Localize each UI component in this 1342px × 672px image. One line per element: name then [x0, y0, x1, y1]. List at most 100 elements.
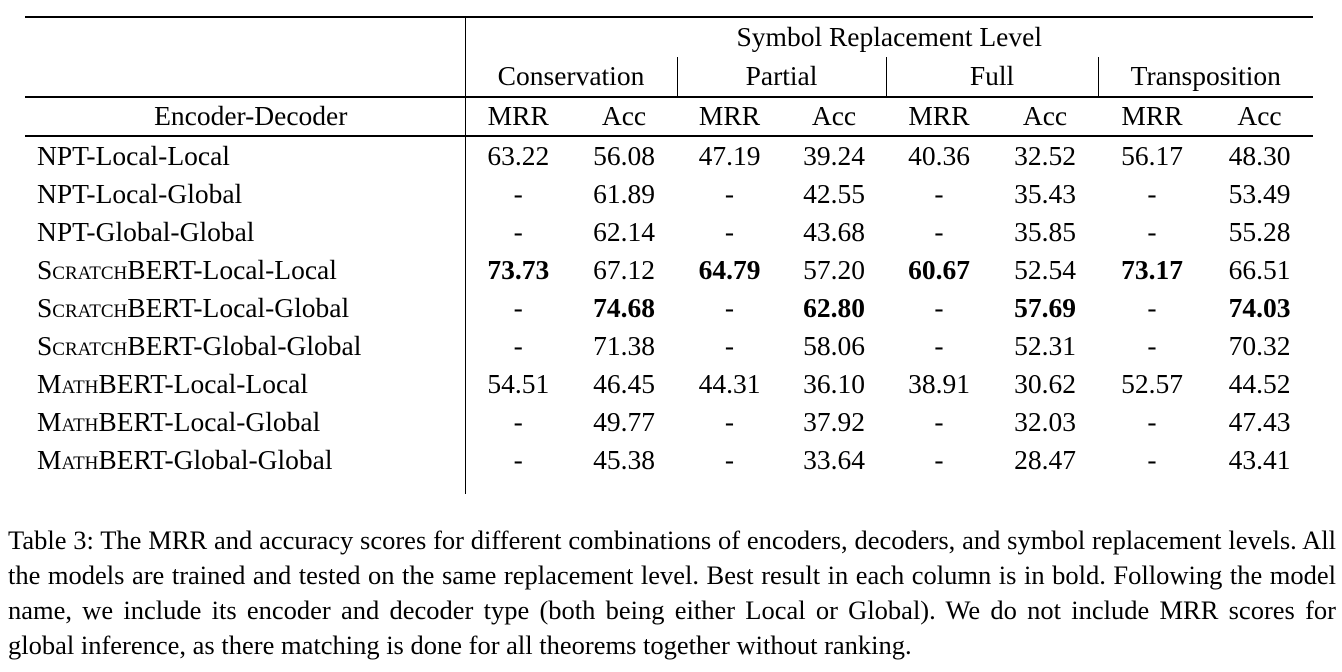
model-name-rest: BERT-Local-Global — [127, 291, 350, 323]
score-cell: 47.43 — [1228, 405, 1291, 437]
table-body: NPT-Local-Local 63.22 56.08 47.19 39.24 40.3… — [25, 136, 1313, 494]
score-cell: 61.89 — [593, 177, 655, 209]
model-name-rest: NPT-Global-Global — [37, 215, 255, 247]
score-cell: 43.68 — [803, 215, 865, 247]
score-cell: 74.68 — [593, 291, 655, 323]
score-cell: 32.03 — [1014, 405, 1076, 437]
score-cell: - — [513, 443, 523, 475]
model-name-smallcaps: Scratch — [37, 253, 128, 285]
group-header-transposition: Transposition — [1097, 57, 1313, 97]
column-header-row: Encoder-Decoder MRR Acc MRR Acc MRR Acc … — [25, 96, 1313, 137]
table-row: MathBERT-Global-Global - 45.38 - 33.64 - 28.4… — [25, 441, 1313, 494]
model-name-cell: MathBERT-Global-Global — [25, 441, 466, 494]
score-cell: - — [1147, 177, 1157, 209]
score-cell: 44.31 — [698, 367, 761, 399]
score-cell: - — [724, 405, 735, 437]
model-name-smallcaps: Math — [37, 367, 99, 399]
score-cell: 35.43 — [1014, 177, 1076, 209]
group-header-full: Full — [885, 57, 1098, 97]
score-cell: 58.06 — [803, 329, 865, 361]
score-cell: - — [724, 177, 735, 209]
score-cell: - — [513, 329, 523, 361]
score-cell: 46.45 — [593, 367, 655, 399]
score-cell: 44.52 — [1228, 367, 1291, 399]
score-cell: - — [513, 291, 523, 323]
score-cell: - — [724, 329, 735, 361]
metric-header-mrr: MRR — [886, 96, 992, 137]
row-header-label: Encoder-Decoder — [25, 96, 466, 137]
model-name-cell: ScratchBERT-Local-Local — [25, 251, 466, 289]
metric-header-acc: Acc — [992, 96, 1098, 137]
score-cell: 32.52 — [1014, 139, 1076, 171]
corner-cell — [25, 17, 466, 57]
metric-header-acc: Acc — [1206, 96, 1313, 137]
score-cell: - — [934, 405, 944, 437]
score-cell: - — [1147, 329, 1157, 361]
score-cell: 71.38 — [593, 329, 655, 361]
table-row: ScratchBERT-Local-Local 73.73 67.12 64.79 5… — [25, 251, 1313, 289]
score-cell: 62.80 — [803, 291, 865, 323]
table-row: MathBERT-Local-Local 54.51 46.45 44.31 36.1… — [25, 365, 1313, 403]
score-cell: 73.17 — [1121, 253, 1183, 285]
table-row: NPT-Local-Global - 61.89 - 42.55 - 35.43 - 53.4… — [25, 175, 1313, 213]
score-cell: 47.19 — [698, 139, 761, 171]
table-row: NPT-Global-Global - 62.14 - 43.68 - 35.85 - 55.… — [25, 213, 1313, 251]
model-name-cell: NPT-Global-Global — [25, 213, 466, 251]
score-cell: - — [934, 177, 944, 209]
model-name-rest: BERT-Local-Local — [127, 253, 337, 285]
table-row: ScratchBERT-Global-Global - 71.38 - 58.06 - 5… — [25, 327, 1313, 365]
score-cell: - — [1147, 291, 1157, 323]
table-row: NPT-Local-Local 63.22 56.08 47.19 39.24 40.3… — [25, 136, 1313, 175]
score-cell: 55.28 — [1228, 215, 1291, 247]
paper-page: Symbol Replacement Level Conservation Pa… — [0, 16, 1342, 672]
score-cell: 70.32 — [1228, 329, 1291, 361]
model-name-rest: BERT-Global-Global — [98, 443, 333, 475]
model-name-cell: NPT-Local-Global — [25, 175, 466, 213]
score-cell: - — [1147, 443, 1157, 475]
score-cell: - — [1147, 215, 1157, 247]
score-cell: 64.79 — [698, 253, 761, 285]
score-cell: - — [934, 443, 944, 475]
model-name-rest: NPT-Local-Global — [37, 177, 243, 209]
model-name-cell: ScratchBERT-Global-Global — [25, 327, 466, 365]
score-cell: 52.54 — [1014, 253, 1076, 285]
score-cell: - — [513, 405, 523, 437]
score-cell: 45.38 — [593, 443, 655, 475]
model-name-smallcaps: Scratch — [37, 291, 128, 323]
model-name-rest: NPT-Local-Local — [37, 139, 230, 171]
score-cell: 28.47 — [1014, 443, 1076, 475]
model-name-rest: BERT-Global-Global — [127, 329, 362, 361]
score-cell: 74.03 — [1228, 291, 1291, 323]
score-cell: 57.69 — [1014, 291, 1076, 323]
model-name-cell: MathBERT-Local-Local — [25, 365, 466, 403]
score-cell: 37.92 — [803, 405, 865, 437]
metric-header-acc: Acc — [782, 96, 886, 137]
score-cell: 66.51 — [1228, 253, 1291, 285]
score-cell: 63.22 — [487, 139, 550, 171]
score-cell: 36.10 — [803, 367, 865, 399]
group-header-conservation: Conservation — [497, 60, 645, 92]
score-cell: 35.85 — [1014, 215, 1076, 247]
score-cell: - — [513, 177, 523, 209]
score-cell: 42.55 — [803, 177, 865, 209]
model-name-rest: BERT-Local-Local — [98, 367, 309, 399]
corner-cell — [25, 57, 466, 97]
score-cell: 56.17 — [1121, 139, 1183, 171]
spanning-header: Symbol Replacement Level — [736, 21, 1042, 53]
score-cell: 48.30 — [1228, 139, 1291, 171]
table-header: Symbol Replacement Level Conservation Pa… — [25, 17, 1313, 137]
score-cell: 38.91 — [908, 367, 970, 399]
model-name-rest: BERT-Local-Global — [98, 405, 321, 437]
model-name-cell: ScratchBERT-Local-Global — [25, 289, 466, 327]
score-cell: 49.77 — [593, 405, 655, 437]
spanning-header-row: Symbol Replacement Level — [25, 17, 1313, 57]
table-caption: Table 3: The MRR and accuracy scores for… — [8, 525, 1336, 660]
score-cell: 73.73 — [487, 253, 550, 285]
score-cell: 67.12 — [593, 253, 655, 285]
score-cell: 56.08 — [593, 139, 655, 171]
metric-header-acc: Acc — [571, 96, 677, 137]
table-row: ScratchBERT-Local-Global - 74.68 - 62.80 - 57… — [25, 289, 1313, 327]
group-header-partial: Partial — [676, 57, 886, 97]
score-cell: 43.41 — [1228, 443, 1291, 475]
score-cell: 40.36 — [908, 139, 970, 171]
